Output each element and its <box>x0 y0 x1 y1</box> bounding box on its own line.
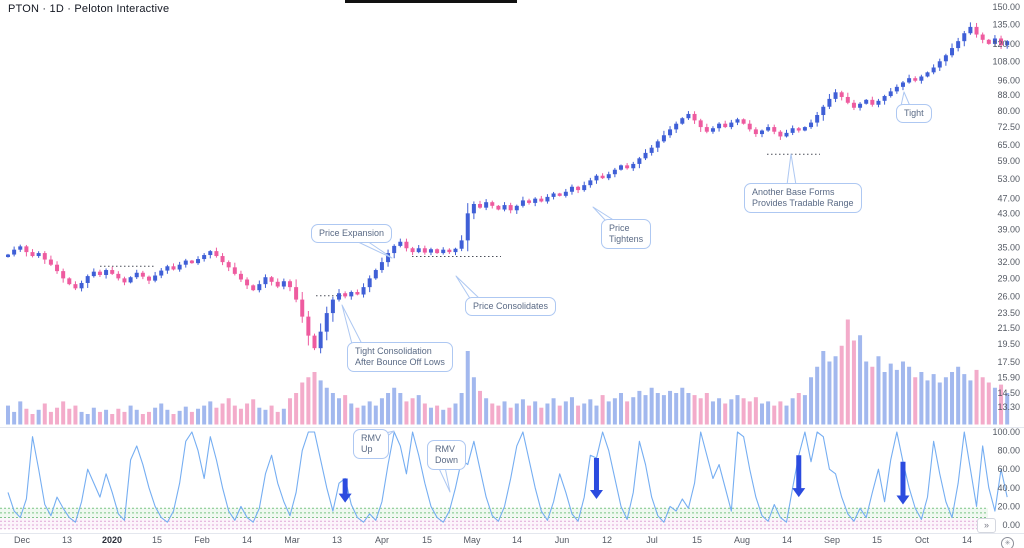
axis-label: Oct <box>915 535 930 545</box>
axis-label: 32.00 <box>997 257 1020 267</box>
annotation-text: Down <box>435 455 459 465</box>
axis-label: 80.00 <box>997 106 1020 116</box>
axis-label: 14 <box>962 535 972 545</box>
panel-separators <box>0 427 1024 534</box>
axis-label: 12 <box>602 535 612 545</box>
signal-down-arrow-icon <box>338 478 352 503</box>
axis-label: 29.00 <box>997 273 1020 283</box>
axis-label: 26.00 <box>997 291 1020 301</box>
rmv-line <box>7 431 1008 523</box>
signal-down-arrow-icon <box>896 461 910 505</box>
annotation-text: Price Expansion <box>319 228 385 238</box>
annotation-tight-consolidation[interactable]: Tight Consolidation After Bounce Off Lows <box>347 342 453 372</box>
annotation-text: Provides Tradable Range <box>752 198 854 208</box>
annotation-text: Tight <box>904 108 924 118</box>
annotation-another-base[interactable]: Another Base Forms Provides Tradable Rang… <box>744 183 862 213</box>
axis-label: May <box>463 535 481 545</box>
axis-label: 53.00 <box>997 174 1020 184</box>
restore-panel-button[interactable]: » <box>977 518 996 533</box>
axis-label: 15 <box>152 535 162 545</box>
axis-label: 15 <box>692 535 702 545</box>
axis-label: 14 <box>782 535 792 545</box>
axis-label: Sep <box>824 535 840 545</box>
axis-label: 59.00 <box>997 156 1020 166</box>
axis-label: 14.50 <box>997 388 1020 398</box>
axis-label: 108.00 <box>992 56 1020 66</box>
axis-label: 14 <box>512 535 522 545</box>
axis-label: Feb <box>194 535 210 545</box>
redaction-bar <box>345 0 517 3</box>
axis-label: 43.00 <box>997 208 1020 218</box>
axis-label: Apr <box>375 535 389 545</box>
consolidation-dotted-lines <box>100 153 820 297</box>
axis-label: 13.30 <box>997 402 1020 412</box>
axis-label: 0.00 <box>1002 520 1020 530</box>
axis-label: 80.00 <box>997 446 1020 456</box>
axis-label: 35.00 <box>997 242 1020 252</box>
volume-series <box>6 319 1010 425</box>
annotation-price-consolidates[interactable]: Price Consolidates <box>465 297 557 316</box>
candlestick-series <box>6 22 1010 354</box>
rmv-bands <box>0 507 988 530</box>
price-axis: 150.00 135.00 120.00 108.00 96.00 88.00 80.00 7… <box>992 2 1020 412</box>
annotation-text: RMV <box>361 433 381 443</box>
symbol-title: PTON · 1D · Peloton Interactive <box>8 3 170 15</box>
axis-label: 150.00 <box>992 2 1020 12</box>
axis-label: 23.50 <box>997 308 1020 318</box>
date-axis: Dec 13 2020 15 Feb 14 Mar 13 Apr 15 May 14 Jun 12 Jul 1… <box>14 535 972 545</box>
axis-label: 88.00 <box>997 90 1020 100</box>
rmv-signal-arrows <box>338 455 910 505</box>
annotation-text: Tightens <box>609 234 644 244</box>
axis-label: 20.00 <box>997 501 1020 511</box>
axis-label: Aug <box>734 535 750 545</box>
axis-label: Dec <box>14 535 31 545</box>
axis-label: 2020 <box>102 535 122 545</box>
axis-label: 39.00 <box>997 224 1020 234</box>
annotation-text: Price Consolidates <box>473 301 549 311</box>
axis-label: 15.90 <box>997 373 1020 383</box>
axis-label: 40.00 <box>997 483 1020 493</box>
annotation-tails <box>341 91 911 493</box>
axis-label: 60.00 <box>997 464 1020 474</box>
axis-label: 100.00 <box>992 427 1020 437</box>
axis-label: 17.50 <box>997 357 1020 367</box>
axis-label: 15 <box>872 535 882 545</box>
axis-label: 72.50 <box>997 122 1020 132</box>
signal-down-arrow-icon <box>792 455 806 498</box>
axis-label: 47.00 <box>997 194 1020 204</box>
rmv-axis: 100.00 80.00 60.00 40.00 20.00 0.00 <box>992 427 1020 530</box>
signal-down-arrow-icon <box>589 458 603 499</box>
annotation-text: Price <box>609 223 630 233</box>
axis-label: 21.50 <box>997 323 1020 333</box>
annotation-text: Up <box>361 444 373 454</box>
axis-label: Jul <box>646 535 658 545</box>
axis-label: 96.00 <box>997 76 1020 86</box>
annotation-price-expansion[interactable]: Price Expansion <box>311 224 393 243</box>
annotation-text: RMV <box>435 444 455 454</box>
annotation-rmv-up[interactable]: RMV Up <box>353 429 389 459</box>
annotation-text: Another Base Forms <box>752 187 835 197</box>
axis-label: 19.50 <box>997 339 1020 349</box>
axis-label: 15 <box>422 535 432 545</box>
timezone-icon[interactable]: ✳ <box>1001 537 1014 548</box>
annotation-price-tightens[interactable]: Price Tightens <box>601 219 652 249</box>
annotation-text: After Bounce Off Lows <box>355 357 445 367</box>
annotation-text: Tight Consolidation <box>355 346 432 356</box>
axis-label: 13 <box>332 535 342 545</box>
axis-label: 14 <box>242 535 252 545</box>
axis-label: 13 <box>62 535 72 545</box>
axis-label: Jun <box>555 535 570 545</box>
annotation-rmv-down[interactable]: RMV Down <box>427 440 467 470</box>
axis-label: 120.00 <box>992 39 1020 49</box>
annotation-tight[interactable]: Tight <box>896 104 932 123</box>
axis-label: 135.00 <box>992 19 1020 29</box>
axis-label: Mar <box>284 535 300 545</box>
axis-label: 65.00 <box>997 140 1020 150</box>
